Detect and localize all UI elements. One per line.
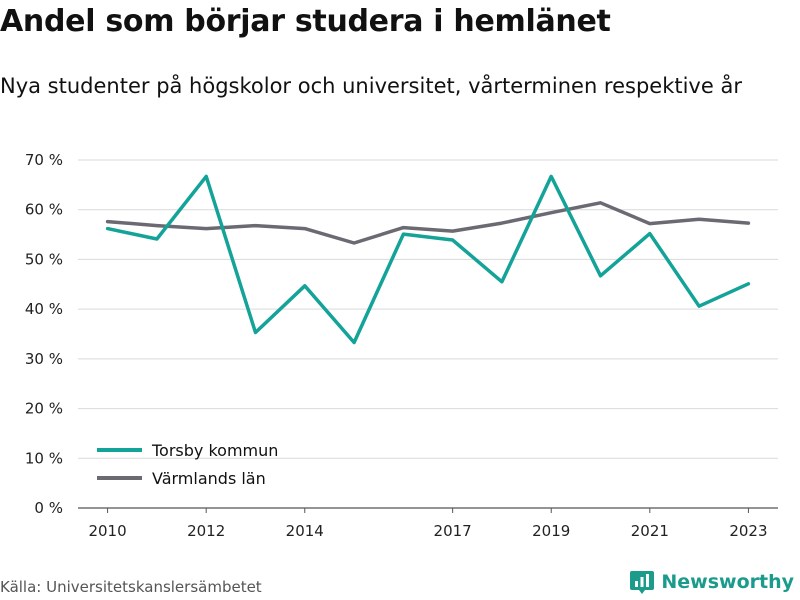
y-tick-label: 50 % — [25, 250, 63, 268]
y-tick-label: 70 % — [25, 151, 63, 169]
x-axis: 2010 2012 2014 2017 2019 2021 2023 — [88, 508, 768, 540]
bar-chart-logo-icon — [630, 571, 655, 594]
legend-label: Torsby kommun — [151, 441, 278, 460]
x-tick-label: 2019 — [532, 522, 570, 540]
y-tick-label: 0 % — [34, 499, 63, 517]
legend-label: Värmlands län — [152, 469, 266, 488]
chart-title: Andel som börjar studera i hemlänet — [0, 4, 611, 39]
source-note: Källa: Universitetskanslersämbetet — [0, 578, 262, 596]
y-tick-label: 10 % — [25, 449, 63, 467]
series-line-värmlands-län — [105, 201, 751, 245]
series-line-torsby-kommun — [105, 174, 751, 345]
x-tick-label: 2021 — [631, 522, 669, 540]
y-tick-label: 60 % — [25, 201, 63, 219]
x-tick-label: 2012 — [187, 522, 225, 540]
y-tick-label: 40 % — [25, 300, 63, 318]
gridlines — [78, 159, 778, 509]
brand-name: Newsworthy — [661, 571, 794, 593]
y-axis: 0 % 10 % 20 % 30 % 40 % 50 % 60 % 70 % — [25, 151, 63, 517]
y-tick-label: 30 % — [25, 350, 63, 368]
x-tick-label: 2014 — [286, 522, 324, 540]
y-tick-label: 20 % — [25, 400, 63, 418]
x-tick-label: 2010 — [88, 522, 126, 540]
x-tick-label: 2023 — [729, 522, 767, 540]
series-lines — [105, 174, 751, 345]
x-tick-label: 2017 — [434, 522, 472, 540]
chart-subtitle: Nya studenter på högskolor och universit… — [0, 74, 742, 98]
brand-logo: Newsworthy — [629, 569, 794, 595]
legend: Torsby kommun Värmlands län — [97, 441, 278, 488]
